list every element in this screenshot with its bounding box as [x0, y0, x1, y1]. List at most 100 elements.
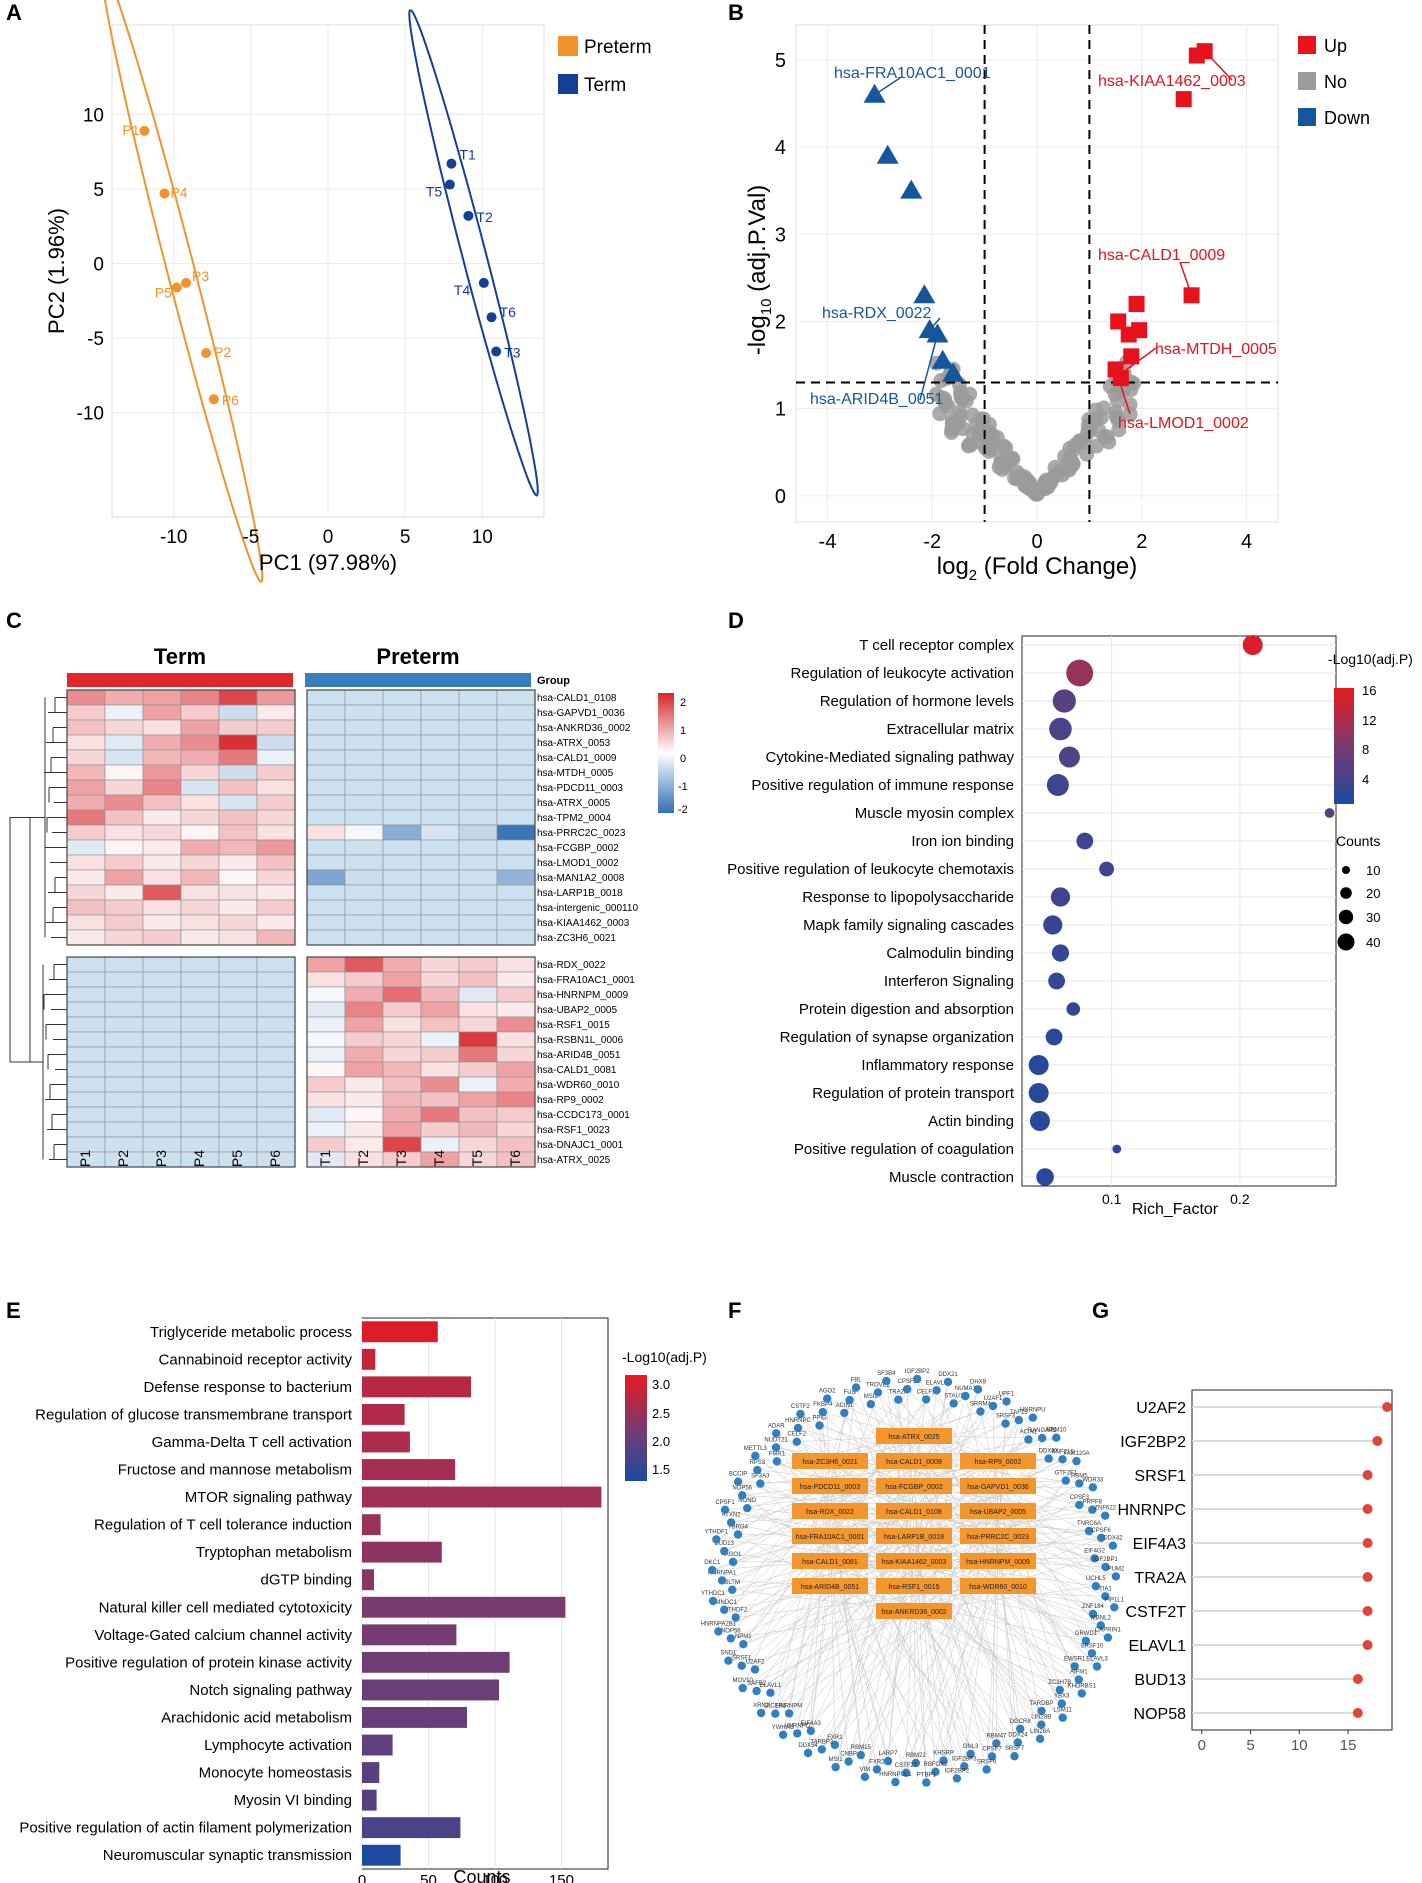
heatmap-row-label: hsa-KIAA1462_0003	[537, 918, 630, 929]
volcano-point-ns	[1091, 422, 1107, 438]
heatmap-row-label: hsa-PDCD11_0003	[537, 783, 623, 794]
legend-label-down: Down	[1324, 108, 1370, 128]
rbp-node	[815, 1421, 824, 1430]
volcano-label: hsa-RDX_0022	[822, 305, 932, 322]
heatmap-row-label: hsa-MAN1A2_0008	[537, 873, 625, 884]
rbp-node	[856, 1750, 865, 1760]
heatmap-cell	[256, 1061, 296, 1078]
heatmap-cell	[256, 1046, 296, 1063]
enrichment-term-label: Regulation of protein transport	[812, 1085, 1015, 1102]
enrichment-term-label: Regulation of leukocyte activation	[791, 665, 1014, 682]
rbp-node-label: GTF2F1	[1055, 1471, 1078, 1477]
circrna-node	[960, 1553, 1036, 1569]
heatmap-cell	[382, 869, 422, 886]
rbp-node	[803, 1748, 813, 1758]
rbp-node-label: DICER1	[764, 1704, 787, 1710]
a-xtick: -10	[160, 527, 187, 548]
heatmap-cell	[66, 1061, 106, 1078]
enrichment-term-label: Muscle contraction	[889, 1169, 1014, 1186]
heatmap-cell	[420, 899, 460, 916]
a-ytick: 5	[93, 180, 104, 201]
rbp-node-label: FMR1	[769, 1451, 786, 1457]
heatmap-cell	[306, 1016, 346, 1033]
heatmap-cell	[180, 986, 220, 1003]
circrna-node-label: hsa-LARP1B_0018	[884, 1534, 944, 1541]
rbp-node	[737, 1661, 746, 1670]
pca-point-label: T2	[476, 209, 493, 225]
heatmap-cell	[420, 779, 460, 796]
rbp-node	[860, 1772, 870, 1782]
heatmap-cell	[104, 809, 144, 826]
enrichment-bubble	[1051, 944, 1070, 962]
enrichment-bubble	[1066, 659, 1094, 687]
rbp-node-label: EIF4A3	[801, 1721, 822, 1727]
heatmap-cell	[104, 1001, 144, 1018]
rbp-node-label: SRSF10	[1081, 1643, 1104, 1649]
enrichment-bar	[362, 1624, 457, 1646]
rbp-node	[1035, 1734, 1045, 1744]
rbp-node-label: YWHAG	[772, 1725, 795, 1731]
pca-point-label: T4	[454, 282, 471, 298]
heatmap-cell	[306, 1031, 346, 1048]
heatmap-row-label: hsa-TPM2_0004	[537, 813, 611, 824]
pca-point	[491, 346, 502, 357]
rbp-node-label: FXR1	[827, 1735, 843, 1741]
heatmap-cell	[420, 704, 460, 721]
heatmap-cell	[420, 854, 460, 871]
heatmap-cell	[256, 929, 296, 946]
heatmap-cell	[66, 779, 106, 796]
volcano-point-up	[1110, 313, 1127, 330]
heatmap-cell	[306, 719, 346, 736]
lollipop-dot	[1362, 1504, 1373, 1514]
rbp-node-label: RANGAP1	[1028, 1428, 1057, 1434]
panel-d-size-legend: Counts 10 20 30 40	[1336, 833, 1380, 951]
heatmap-cell	[458, 1121, 498, 1138]
heatmap-cell	[458, 956, 498, 973]
rbp-node	[973, 1385, 983, 1394]
heatmap-cell	[104, 1016, 144, 1033]
lollipop-label: SRSF1	[1134, 1468, 1186, 1485]
g-xtick: 10	[1291, 1737, 1308, 1754]
heatmap-cell	[256, 764, 296, 781]
lollipop-label: IGF2BP2	[1120, 1434, 1186, 1451]
heatmap-cell	[382, 854, 422, 871]
rbp-node	[1111, 1572, 1121, 1581]
heatmap-cell	[382, 689, 422, 706]
size-key-label-40: 40	[1366, 935, 1380, 950]
heatmap-cell	[496, 1046, 536, 1063]
heatmap-cell	[142, 956, 182, 973]
rbp-node-label: DGCR8	[1010, 1719, 1032, 1725]
rbp-node-label: ACIN1	[835, 1403, 853, 1409]
rbp-node	[939, 1756, 948, 1765]
rbp-node	[806, 1726, 815, 1736]
rbp-node-label: ELAVL3	[1086, 1657, 1108, 1663]
enrichment-bar	[362, 1541, 442, 1563]
lollipop-dot	[1362, 1572, 1373, 1582]
rbp-node	[1010, 1752, 1019, 1761]
heatmap-cell	[104, 884, 144, 901]
rbp-node	[911, 1758, 920, 1768]
heatmap-cell	[218, 986, 258, 1003]
circrna-node-label: hsa-UBAP2_0005	[970, 1509, 1026, 1516]
heatmap-cell	[66, 884, 106, 901]
rbp-node-label: CPSF1	[715, 1500, 735, 1506]
pca-point	[181, 277, 192, 288]
rbp-node	[931, 1767, 940, 1777]
rbp-node-label: CPSF2	[898, 1379, 918, 1385]
rbp-node	[976, 1407, 985, 1416]
rbp-node-label: NPM1	[735, 1634, 752, 1640]
heatmap-cell	[420, 929, 460, 946]
heatmap-cell	[458, 734, 498, 751]
heatmap-cell	[66, 929, 106, 946]
heatmap-cell	[306, 854, 346, 871]
heatmap-cell	[180, 1046, 220, 1063]
enrichment-bubble	[1045, 1028, 1063, 1046]
rbp-node	[772, 1457, 782, 1466]
volcano-point-ns	[998, 440, 1014, 456]
heatmap-cell	[420, 884, 460, 901]
e-xtick: 50	[420, 1872, 437, 1883]
volcano-point-up	[1131, 322, 1148, 339]
heatmap-cell	[180, 869, 220, 886]
heatmap-cell	[180, 749, 220, 766]
a-xtick: 0	[323, 527, 334, 548]
